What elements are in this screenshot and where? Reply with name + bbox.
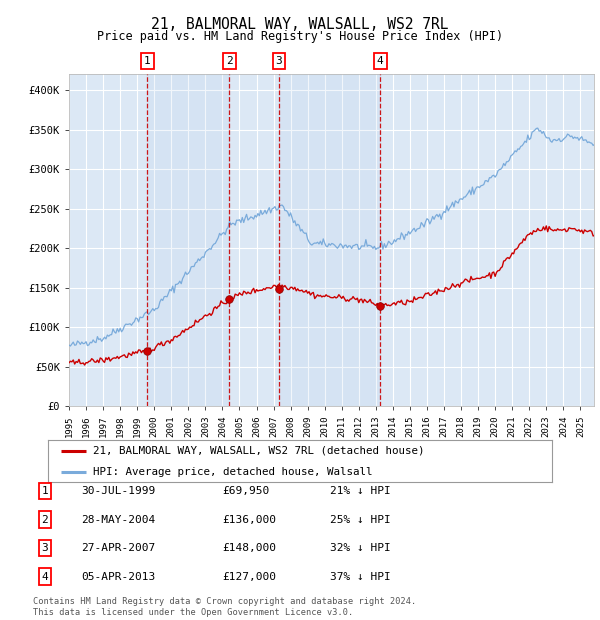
Text: 21, BALMORAL WAY, WALSALL, WS2 7RL (detached house): 21, BALMORAL WAY, WALSALL, WS2 7RL (deta… — [94, 446, 425, 456]
Text: 2: 2 — [226, 56, 233, 66]
Text: £148,000: £148,000 — [222, 543, 276, 553]
Bar — [147, 74, 229, 406]
Text: 32% ↓ HPI: 32% ↓ HPI — [330, 543, 391, 553]
Text: 4: 4 — [377, 56, 383, 66]
Text: £127,000: £127,000 — [222, 572, 276, 582]
Bar — [279, 74, 380, 406]
Text: 25% ↓ HPI: 25% ↓ HPI — [330, 515, 391, 525]
Text: 28-MAY-2004: 28-MAY-2004 — [81, 515, 155, 525]
Text: 4: 4 — [41, 572, 49, 582]
Text: 3: 3 — [41, 543, 49, 553]
Text: 2: 2 — [41, 515, 49, 525]
Text: Price paid vs. HM Land Registry's House Price Index (HPI): Price paid vs. HM Land Registry's House … — [97, 30, 503, 43]
Text: £136,000: £136,000 — [222, 515, 276, 525]
Text: 27-APR-2007: 27-APR-2007 — [81, 543, 155, 553]
Text: 30-JUL-1999: 30-JUL-1999 — [81, 486, 155, 496]
Text: 3: 3 — [275, 56, 283, 66]
Text: Contains HM Land Registry data © Crown copyright and database right 2024.
This d: Contains HM Land Registry data © Crown c… — [33, 598, 416, 617]
Text: 21, BALMORAL WAY, WALSALL, WS2 7RL: 21, BALMORAL WAY, WALSALL, WS2 7RL — [151, 17, 449, 32]
Text: 37% ↓ HPI: 37% ↓ HPI — [330, 572, 391, 582]
Text: HPI: Average price, detached house, Walsall: HPI: Average price, detached house, Wals… — [94, 467, 373, 477]
Text: 21% ↓ HPI: 21% ↓ HPI — [330, 486, 391, 496]
Text: 1: 1 — [41, 486, 49, 496]
Text: 05-APR-2013: 05-APR-2013 — [81, 572, 155, 582]
Text: £69,950: £69,950 — [222, 486, 269, 496]
Text: 1: 1 — [143, 56, 151, 66]
